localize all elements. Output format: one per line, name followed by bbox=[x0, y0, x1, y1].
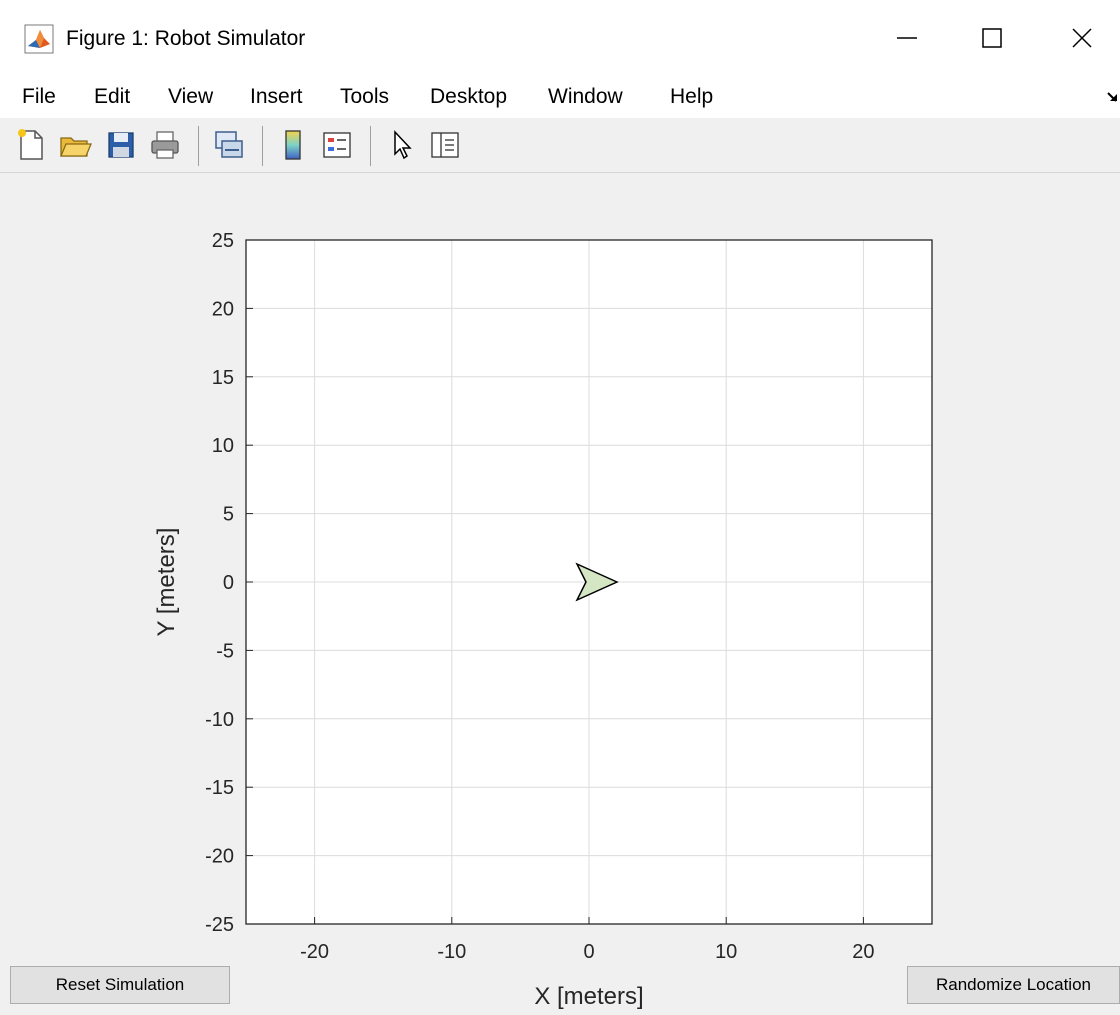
figure-toolbar bbox=[0, 118, 1120, 173]
x-tick-label: -20 bbox=[300, 941, 329, 963]
maximize-button[interactable] bbox=[965, 12, 1019, 64]
x-tick-label: 10 bbox=[715, 941, 737, 963]
y-tick-labels: 25 20 15 10 5 0 -5 -10 -15 -20 -25 bbox=[205, 230, 253, 936]
menu-bar: File Edit View Insert Tools Desktop Wind… bbox=[0, 76, 1120, 118]
y-tick-label: 15 bbox=[212, 367, 234, 389]
y-tick-label: 20 bbox=[212, 298, 234, 320]
x-tick-labels: -20 -10 0 10 20 bbox=[300, 917, 875, 963]
minimize-icon bbox=[897, 37, 917, 39]
print-icon[interactable] bbox=[148, 128, 182, 162]
x-tick-label: 0 bbox=[583, 941, 594, 963]
matlab-icon bbox=[24, 24, 54, 54]
minimize-button[interactable] bbox=[880, 12, 934, 64]
window-title: Figure 1: Robot Simulator bbox=[66, 27, 306, 50]
open-file-icon[interactable] bbox=[58, 128, 92, 162]
toolbar-separator bbox=[370, 126, 371, 166]
y-tick-label: -10 bbox=[205, 709, 234, 731]
menu-insert[interactable]: Insert bbox=[250, 85, 303, 108]
x-tick-label: 20 bbox=[852, 941, 874, 963]
randomize-location-button[interactable]: Randomize Location bbox=[907, 966, 1120, 1004]
x-axis-label: X [meters] bbox=[534, 983, 643, 1010]
close-icon bbox=[1072, 28, 1092, 48]
menu-window[interactable]: Window bbox=[548, 85, 623, 108]
y-tick-label: -20 bbox=[205, 846, 234, 868]
edit-plot-pointer-icon[interactable] bbox=[386, 128, 420, 162]
save-icon[interactable] bbox=[104, 128, 138, 162]
reset-simulation-button[interactable]: Reset Simulation bbox=[10, 966, 230, 1004]
toolbar-separator bbox=[198, 126, 199, 166]
robot-marker bbox=[575, 562, 619, 602]
y-tick-label: 10 bbox=[212, 435, 234, 457]
menu-edit[interactable]: Edit bbox=[94, 85, 131, 108]
property-inspector-icon[interactable] bbox=[428, 128, 462, 162]
dock-arrow-icon[interactable] bbox=[1106, 90, 1120, 104]
y-tick-label: 25 bbox=[212, 230, 234, 252]
legend-icon[interactable] bbox=[320, 128, 354, 162]
colorbar-icon[interactable] bbox=[276, 128, 310, 162]
menu-desktop[interactable]: Desktop bbox=[430, 85, 508, 108]
x-tick-label: -10 bbox=[437, 941, 466, 963]
y-axis-label: Y [meters] bbox=[153, 528, 180, 637]
menu-tools[interactable]: Tools bbox=[340, 85, 390, 108]
link-plot-icon[interactable] bbox=[212, 128, 246, 162]
y-tick-label: 5 bbox=[223, 504, 234, 526]
menu-file[interactable]: File bbox=[22, 85, 56, 108]
menu-view[interactable]: View bbox=[168, 85, 214, 108]
y-tick-label: -25 bbox=[205, 914, 234, 936]
y-tick-label: 0 bbox=[223, 572, 234, 594]
robot-plot[interactable]: -20 -10 0 10 20 25 20 15 10 5 0 -5 -10 -15 -20 -25 X [… bbox=[0, 172, 1120, 1015]
new-figure-icon[interactable] bbox=[14, 128, 48, 162]
y-tick-label: -5 bbox=[216, 640, 234, 662]
y-tick-label: -15 bbox=[205, 777, 234, 799]
maximize-icon bbox=[982, 28, 1002, 48]
menu-help[interactable]: Help bbox=[670, 85, 714, 108]
title-bar: Figure 1: Robot Simulator bbox=[0, 0, 1120, 76]
toolbar-separator bbox=[262, 126, 263, 166]
close-button[interactable] bbox=[1055, 12, 1109, 64]
